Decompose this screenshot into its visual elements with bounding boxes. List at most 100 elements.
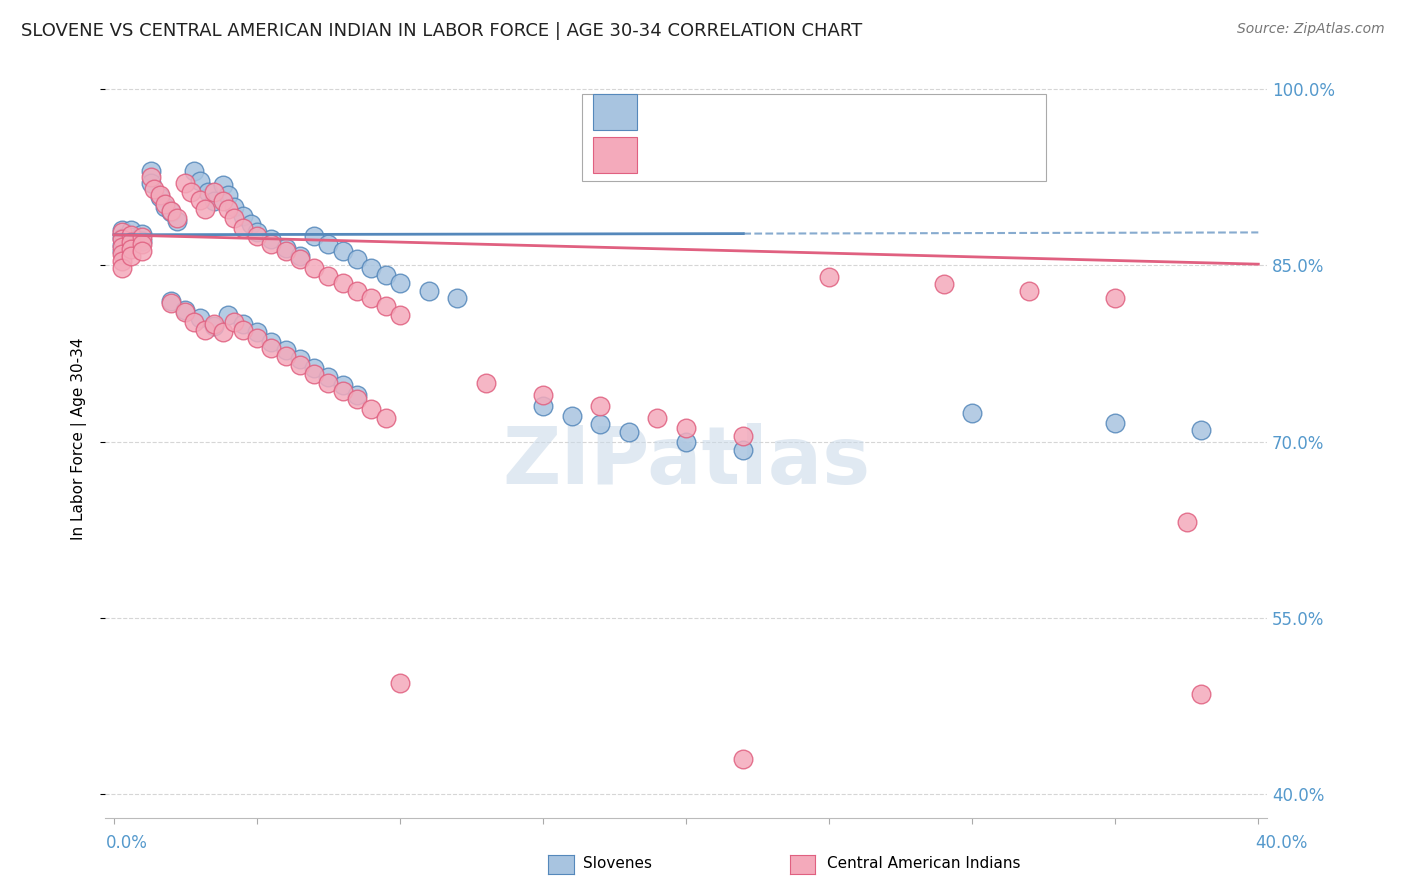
Point bbox=[174, 176, 197, 190]
Point bbox=[194, 323, 217, 337]
Point bbox=[139, 176, 162, 190]
Point bbox=[188, 174, 211, 188]
Point bbox=[166, 211, 188, 226]
Point bbox=[160, 204, 183, 219]
Point bbox=[388, 675, 411, 690]
Point bbox=[446, 291, 468, 305]
Point bbox=[274, 244, 297, 259]
Point bbox=[155, 197, 177, 211]
Point bbox=[1104, 416, 1126, 430]
Text: Slovenes: Slovenes bbox=[583, 856, 652, 871]
Point bbox=[142, 182, 165, 196]
Point bbox=[211, 194, 233, 208]
Point bbox=[111, 253, 134, 268]
Point bbox=[302, 260, 325, 275]
Point bbox=[246, 226, 269, 240]
Point bbox=[222, 315, 245, 329]
Point bbox=[232, 220, 254, 235]
Point bbox=[531, 387, 554, 401]
Point bbox=[174, 303, 197, 318]
Point bbox=[332, 384, 354, 399]
Point bbox=[346, 392, 368, 407]
Point bbox=[202, 317, 225, 331]
Text: R =  0.005: R = 0.005 bbox=[648, 102, 752, 120]
Point bbox=[617, 425, 640, 440]
Point bbox=[531, 400, 554, 414]
Point bbox=[589, 417, 612, 431]
Point bbox=[318, 376, 340, 390]
Point bbox=[111, 223, 134, 237]
Point bbox=[246, 331, 269, 345]
Point bbox=[160, 293, 183, 308]
Point bbox=[211, 326, 233, 340]
Point bbox=[222, 211, 245, 226]
Point bbox=[1104, 291, 1126, 305]
Point bbox=[332, 378, 354, 392]
Text: ZIPatlas: ZIPatlas bbox=[502, 423, 870, 500]
Point bbox=[388, 276, 411, 290]
Point bbox=[647, 411, 669, 425]
Point bbox=[202, 186, 225, 200]
Point bbox=[188, 311, 211, 326]
FancyBboxPatch shape bbox=[593, 137, 637, 173]
Point bbox=[733, 429, 755, 443]
Text: Central American Indians: Central American Indians bbox=[827, 856, 1021, 871]
Point bbox=[288, 359, 311, 373]
Point bbox=[318, 370, 340, 384]
Point bbox=[131, 234, 153, 248]
Point bbox=[240, 217, 263, 231]
Point bbox=[1189, 423, 1212, 437]
Point bbox=[131, 227, 153, 241]
Point bbox=[149, 187, 172, 202]
Point bbox=[120, 223, 142, 237]
Text: Source: ZipAtlas.com: Source: ZipAtlas.com bbox=[1237, 22, 1385, 37]
Point bbox=[194, 202, 217, 216]
Point bbox=[111, 231, 134, 245]
Point bbox=[246, 229, 269, 244]
Point bbox=[246, 326, 269, 340]
Point bbox=[131, 230, 153, 244]
Point bbox=[149, 190, 172, 204]
Point bbox=[675, 434, 697, 449]
Point bbox=[120, 237, 142, 252]
Point bbox=[318, 268, 340, 283]
Point bbox=[111, 244, 134, 259]
Point bbox=[211, 178, 233, 193]
FancyBboxPatch shape bbox=[593, 94, 637, 130]
Point bbox=[332, 276, 354, 290]
Point bbox=[1189, 688, 1212, 702]
Point bbox=[960, 407, 983, 421]
Point bbox=[360, 291, 382, 305]
Point bbox=[111, 238, 134, 252]
Point bbox=[188, 193, 211, 207]
Point bbox=[288, 252, 311, 267]
Point bbox=[111, 232, 134, 246]
Point bbox=[155, 200, 177, 214]
Point bbox=[733, 442, 755, 457]
Point bbox=[274, 343, 297, 357]
Point bbox=[1018, 284, 1040, 298]
Text: SLOVENE VS CENTRAL AMERICAN INDIAN IN LABOR FORCE | AGE 30-34 CORRELATION CHART: SLOVENE VS CENTRAL AMERICAN INDIAN IN LA… bbox=[21, 22, 862, 40]
Text: 0.0%: 0.0% bbox=[105, 834, 148, 852]
Point bbox=[232, 323, 254, 337]
Point bbox=[166, 213, 188, 227]
Point bbox=[131, 237, 153, 252]
Point bbox=[302, 229, 325, 244]
Point bbox=[260, 237, 283, 252]
Point bbox=[374, 268, 396, 282]
Point bbox=[418, 284, 440, 298]
Point bbox=[374, 411, 396, 425]
Point bbox=[197, 186, 219, 200]
Point bbox=[120, 230, 142, 244]
Point bbox=[222, 200, 245, 214]
Y-axis label: In Labor Force | Age 30-34: In Labor Force | Age 30-34 bbox=[72, 337, 87, 540]
Text: N = 72: N = 72 bbox=[820, 145, 887, 162]
Point bbox=[202, 194, 225, 208]
Text: N = 60: N = 60 bbox=[820, 102, 887, 120]
Point bbox=[139, 164, 162, 178]
Point bbox=[217, 308, 239, 322]
Point bbox=[360, 260, 382, 275]
Point bbox=[360, 401, 382, 416]
Point bbox=[111, 226, 134, 240]
Point bbox=[260, 232, 283, 246]
